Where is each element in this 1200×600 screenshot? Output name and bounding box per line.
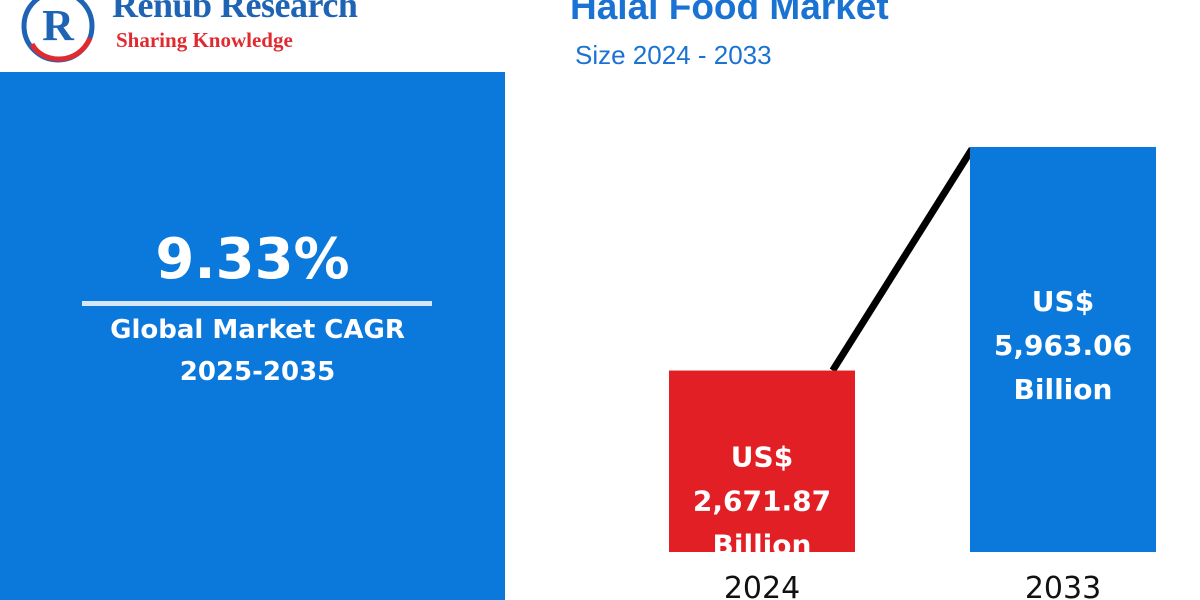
data-label-2033-2: 5,963.06 — [994, 329, 1132, 362]
x-tick-2024: 2024 — [724, 571, 800, 600]
data-label-2033-3: Billion — [1014, 373, 1113, 406]
cagr-period: 2025-2035 — [179, 357, 336, 387]
data-label-2024-1: US$ — [731, 441, 793, 474]
x-tick-2033: 2033 — [1025, 571, 1101, 600]
trend-line — [829, 147, 975, 373]
brand-logo: R Renub Research Sharing Knowledge — [18, 0, 398, 66]
renub-logo-icon: R — [21, 0, 95, 63]
cagr-label: Global Market CAGR — [110, 315, 405, 345]
brand-name: Renub Research — [112, 0, 358, 25]
cagr-value: 9.33% — [155, 227, 350, 292]
data-label-2024-2: 2,671.87 — [693, 485, 831, 518]
logo-mark-letter: R — [42, 1, 75, 50]
chart-title: Halal Food Market — [570, 0, 889, 27]
data-label-2033-1: US$ — [1032, 285, 1094, 318]
bar-2024 — [669, 370, 855, 552]
brand-tagline: Sharing Knowledge — [116, 28, 293, 52]
chart-subtitle: Size 2024 - 2033 — [575, 40, 772, 70]
data-label-2024-3: Billion — [713, 529, 812, 562]
cagr-panel: 9.33% Global Market CAGR 2025-2035 — [0, 72, 505, 600]
cagr-divider — [82, 301, 432, 306]
bar-2033 — [970, 147, 1156, 552]
